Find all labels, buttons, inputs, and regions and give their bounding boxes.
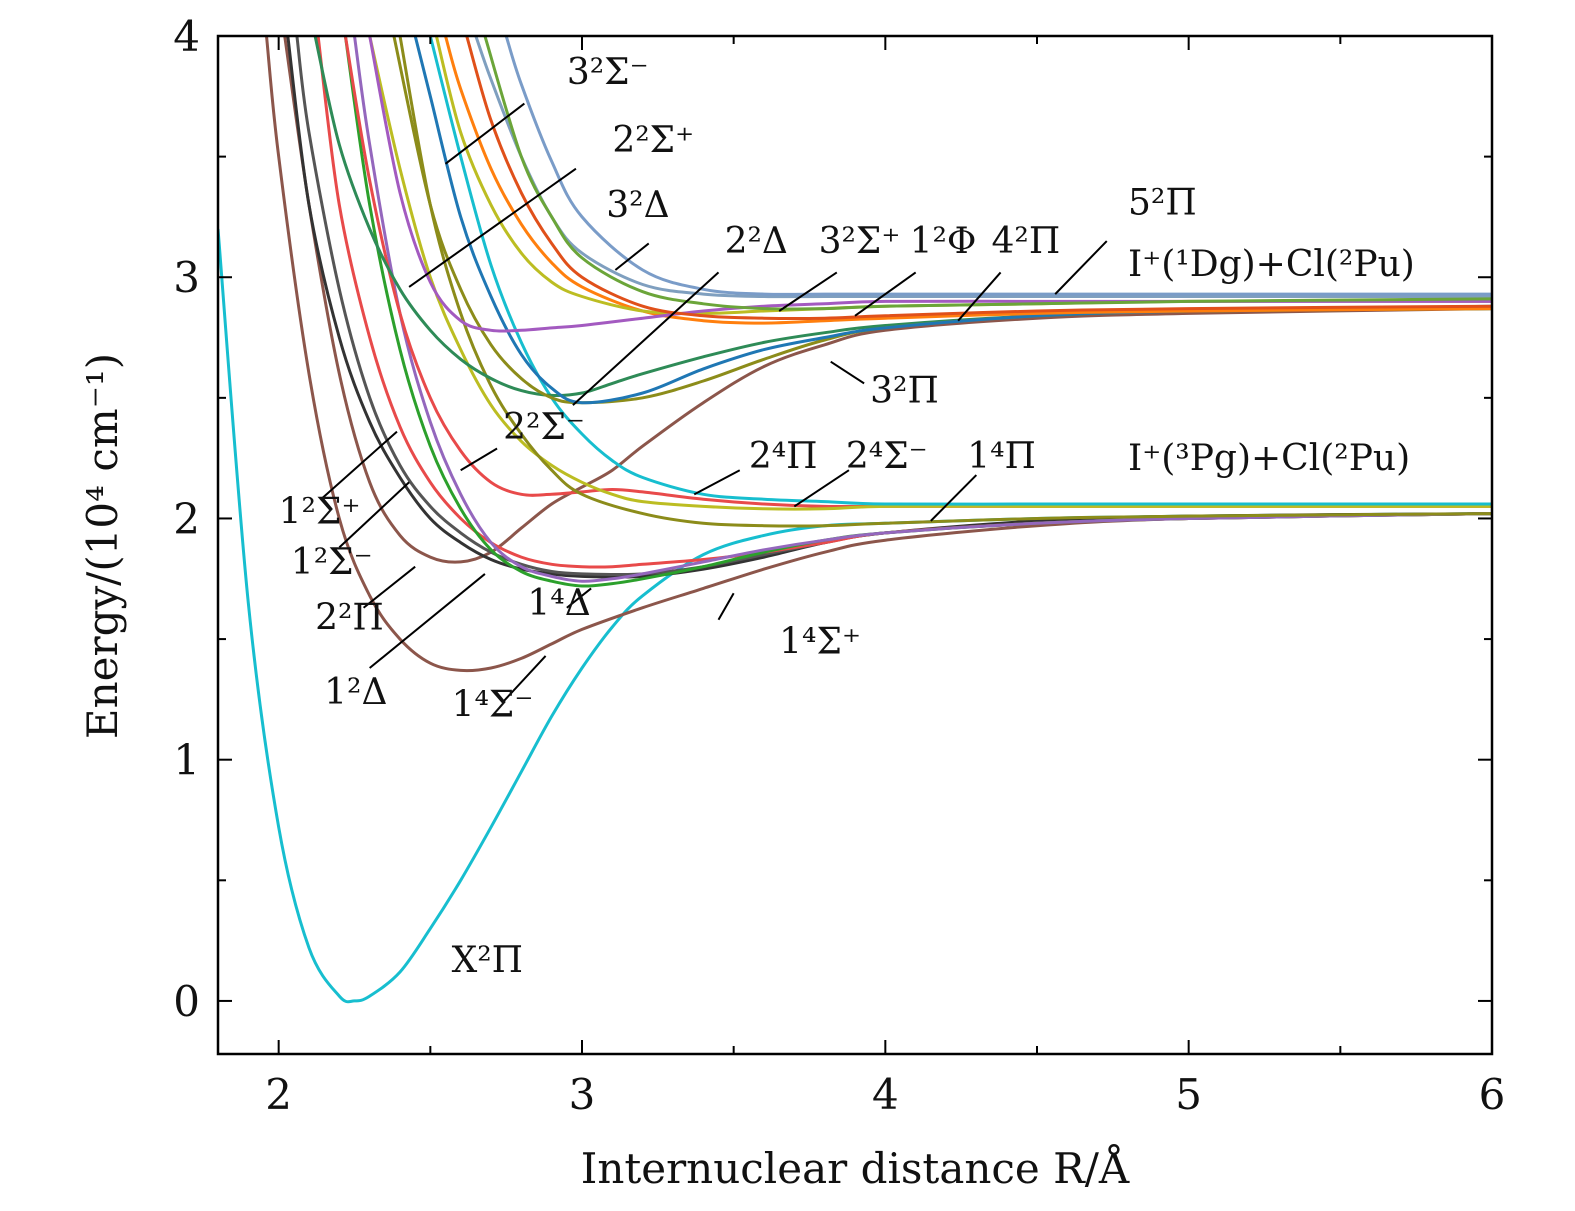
state-label: 4²Π [992, 221, 1061, 262]
leader-line [369, 573, 486, 669]
state-label: 1⁴Π [967, 436, 1036, 477]
curve-3²Σ⁻ [483, 36, 1492, 311]
leader-line [793, 469, 850, 508]
state-label: 3²Σ⁻ [567, 52, 649, 93]
state-label: 1⁴Σ⁻ [452, 684, 534, 725]
leader-line [854, 271, 917, 317]
y-tick-label: 2 [173, 494, 200, 543]
curve-6²Π [465, 36, 1492, 320]
curve-1²Δ [283, 36, 1492, 564]
y-tick-label: 0 [173, 977, 200, 1026]
axes: 2 3 4 5 6 0 1 2 3 4 [173, 12, 1505, 1119]
asymptote-label: I⁺(¹Dg)+Cl(²Pu) [1128, 244, 1415, 285]
label-leaders [320, 102, 1108, 703]
y-axis-title: Energy/(10⁴ cm⁻¹) [78, 353, 127, 739]
curve-3²Π [392, 36, 1492, 405]
leader-line [1054, 240, 1108, 295]
state-label: 3²Δ [606, 185, 669, 226]
curve-2⁴Π [368, 36, 1492, 511]
x-tick-label: 5 [1175, 1070, 1202, 1119]
state-label: 2²Σ⁻ [503, 407, 585, 448]
curve-2²Δ [313, 36, 1492, 397]
leader-line [614, 242, 650, 271]
state-label: 3²Σ⁺ [819, 221, 901, 262]
leader-line [444, 102, 525, 165]
y-tick-label: 1 [173, 736, 200, 785]
x-tick-label: 3 [569, 1070, 596, 1119]
leader-line [460, 447, 498, 472]
potential-curves [218, 36, 1492, 1004]
leader-line [362, 565, 416, 609]
leader-line [830, 360, 865, 385]
curve-5²Π [504, 36, 1492, 296]
state-label: 1²Σ⁺ [279, 491, 361, 532]
state-label: 2²Σ⁺ [612, 120, 694, 161]
x-tick-label: 6 [1479, 1070, 1506, 1119]
leader-line [572, 271, 720, 406]
curve-2²Σ⁺ [368, 36, 1492, 333]
leader-line [566, 587, 592, 609]
y-tick-label: 3 [173, 253, 200, 302]
x-tick-label: 4 [872, 1070, 899, 1119]
state-label: 1²Δ [324, 672, 387, 713]
state-label: 2⁴Σ⁻ [846, 436, 928, 477]
state-label: 1²Φ [910, 221, 977, 262]
x-tick-label: 2 [265, 1070, 292, 1119]
state-label: 1⁴Σ⁺ [779, 622, 861, 663]
plot-frame [216, 34, 1494, 1056]
leader-line [338, 481, 410, 549]
state-label: X²Π [452, 940, 523, 981]
state-label: 3²Π [870, 371, 939, 412]
leader-line [408, 167, 577, 288]
leader-line [778, 271, 838, 312]
state-label: 5²Π [1128, 183, 1197, 224]
state-label: 2⁴Π [749, 436, 818, 477]
state-label: 1⁴Δ [527, 583, 590, 624]
leader-line [957, 271, 1002, 322]
curve-2⁴Σ⁻ [428, 36, 1492, 506]
leader-line [693, 469, 741, 496]
leader-line [930, 474, 978, 522]
leader-line [320, 430, 398, 500]
curve-1⁴Σ⁺ [353, 36, 1492, 583]
x-axis-title: Internuclear distance R/Å [581, 1143, 1130, 1193]
curve-1²Φ [444, 36, 1492, 325]
state-label: 1²Σ⁻ [291, 542, 373, 583]
leader-line [717, 592, 735, 621]
state-label: 2²Δ [725, 221, 788, 262]
curve-1²Σ⁺ [286, 36, 1492, 579]
curve-1⁴Π [398, 36, 1492, 528]
state-labels: 3²Σ⁻ 2²Σ⁺ 3²Δ 2²Δ 3²Σ⁺ 1²Φ 4²Π 5²Π 3²Π 2²Σ⁻ 2⁴Π 2⁴Σ… [279, 52, 1415, 981]
curve-1⁴Σ⁻ [265, 36, 1492, 673]
state-label: 2²Π [315, 597, 384, 638]
leader-line [502, 655, 547, 703]
y-tick-label: 4 [173, 12, 200, 61]
asymptote-label: I⁺(³Pg)+Cl(²Pu) [1128, 438, 1410, 479]
